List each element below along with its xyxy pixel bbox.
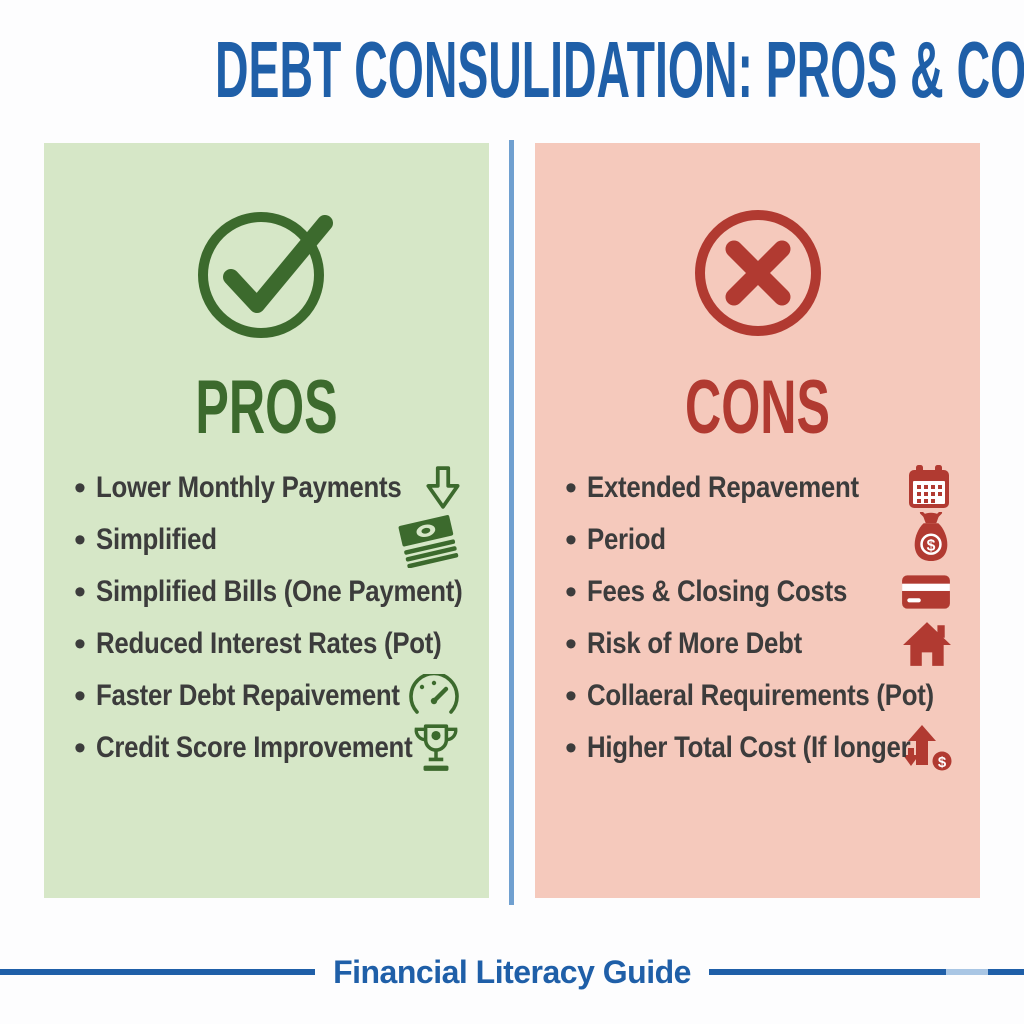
bullet: •	[565, 521, 577, 559]
money-bag-icon: $	[910, 512, 952, 568]
calendar-icon	[906, 464, 952, 512]
list-item: • Extended Repavement	[565, 462, 952, 514]
list-item: • Collaeral Requirements (Pot)	[565, 670, 952, 722]
footer: Financial Literacy Guide	[0, 946, 1024, 998]
svg-text:$: $	[927, 538, 936, 555]
x-circle-icon	[694, 210, 821, 336]
list-item-label: Lower Monthly Payments	[96, 471, 402, 504]
money-growth-icon: $	[900, 723, 952, 773]
list-item-label: Fees & Closing Costs	[587, 575, 848, 608]
bullet: •	[565, 729, 577, 767]
bullet: •	[565, 573, 577, 611]
gauge-icon	[407, 674, 461, 718]
pros-list: • Lower Monthly Payments • Simplified	[44, 462, 489, 774]
bullet: •	[565, 625, 577, 663]
house-icon	[902, 621, 952, 667]
arrow-down-icon	[425, 465, 461, 511]
list-item: • Period $	[565, 512, 952, 568]
footer-line-light-segment	[946, 969, 989, 975]
list-item-label: Extended Repavement	[587, 471, 859, 504]
bullet: •	[565, 677, 577, 715]
pros-heading: PROS	[195, 365, 338, 450]
bullet: •	[74, 521, 86, 559]
list-item-label: Faster Debt Repaivement	[96, 679, 400, 712]
list-item-label: Collaeral Requirements (Pot)	[587, 679, 934, 712]
panel-divider	[509, 140, 514, 905]
cons-badge	[535, 198, 980, 348]
list-item: • Credit Score Improvement	[74, 722, 461, 774]
credit-card-icon	[900, 573, 952, 611]
list-item-label: Risk of More Debt	[587, 627, 802, 660]
list-item: • Reduced Interest Rates (Pot)	[74, 618, 461, 670]
bullet: •	[74, 729, 86, 767]
bullet: •	[74, 625, 86, 663]
bullet: •	[565, 469, 577, 507]
list-item-label: Credit Score Improvement	[96, 731, 413, 764]
cons-panel: CONS • Extended Repavement	[535, 143, 980, 898]
list-item-label: Reduced Interest Rates (Pot)	[96, 627, 442, 660]
bullet: •	[74, 677, 86, 715]
list-item-label: Simplified Bills (One Payment)	[96, 575, 463, 608]
trophy-icon	[411, 721, 461, 775]
footer-line-right	[708, 969, 1024, 975]
list-item: • Lower Monthly Payments	[74, 462, 461, 514]
page-title: DEBT CONSULIDATION: PROS & CONS	[215, 25, 1024, 114]
list-item: • Faster Debt Repaivement	[74, 670, 461, 722]
pros-panel: PROS • Lower Monthly Payments • Simplifi…	[44, 143, 489, 898]
list-item-label: Higher Total Cost (If longer	[587, 731, 911, 764]
list-item: • Higher Total Cost (If longer $	[565, 722, 952, 774]
cons-heading: CONS	[685, 365, 830, 450]
footer-line-left	[0, 969, 316, 975]
list-item: • Simplified	[74, 512, 461, 568]
check-circle-icon	[197, 212, 333, 338]
footer-label: Financial Literacy Guide	[333, 953, 691, 990]
list-item: • Fees & Closing Costs	[565, 566, 952, 618]
list-item: • Simplified Bills (One Payment)	[74, 566, 463, 618]
pros-badge	[44, 198, 489, 348]
list-item-label: Simplified	[96, 523, 217, 556]
bullet: •	[74, 469, 86, 507]
list-item-label: Period	[587, 523, 666, 556]
money-stack-icon	[395, 512, 461, 568]
svg-text:$: $	[938, 754, 947, 771]
bullet: •	[74, 573, 86, 611]
cons-list: • Extended Repavement • Period	[535, 462, 980, 774]
list-item: • Risk of More Debt	[565, 618, 952, 670]
